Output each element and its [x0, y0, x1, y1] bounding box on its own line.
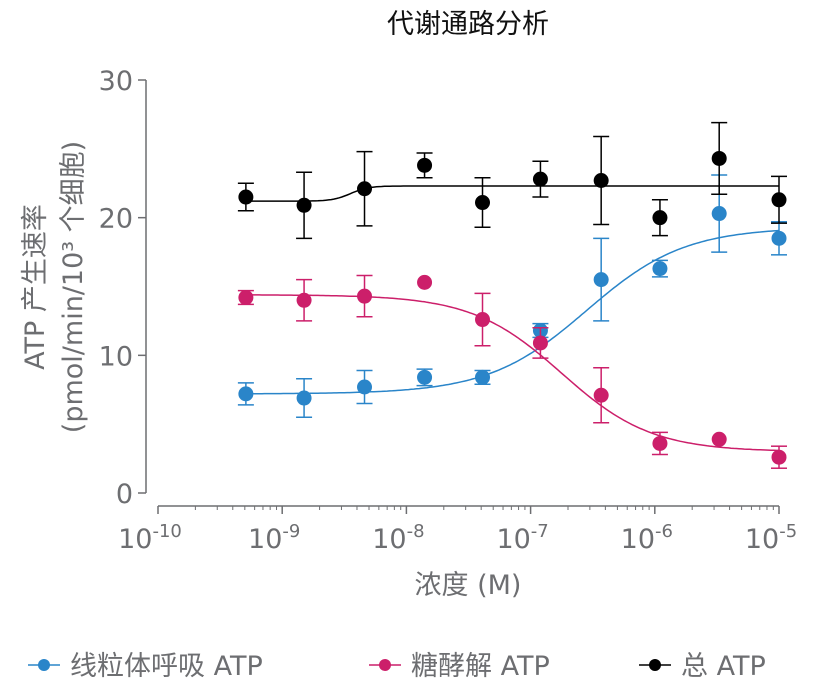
- data-point: [296, 292, 312, 308]
- data-point: [532, 335, 548, 351]
- data-point: [238, 189, 254, 205]
- y-axis-label: ATP 产生速率 (pmol/min/10³ 个细胞): [20, 141, 89, 433]
- data-point: [711, 431, 727, 447]
- data-point: [238, 386, 254, 402]
- data-point: [357, 288, 373, 304]
- legend-marker: [38, 659, 50, 671]
- data-point: [771, 449, 787, 465]
- data-point: [238, 290, 254, 306]
- fit-curve: [245, 229, 780, 395]
- legend-item-0: 线粒体呼吸 ATP: [28, 651, 263, 682]
- legend-item-1: 糖酵解 ATP: [369, 651, 550, 682]
- x-tick-label: 10-7: [496, 521, 548, 555]
- data-point: [475, 195, 491, 211]
- data-point: [593, 387, 609, 403]
- legend: 线粒体呼吸 ATP 糖酵解 ATP 总 ATP: [28, 651, 766, 682]
- x-tick-label: 10-5: [745, 521, 797, 555]
- series-0: [237, 174, 787, 419]
- fit-curve: [245, 185, 779, 202]
- data-point: [532, 171, 548, 187]
- y-axis-label-line-1: ATP 产生速率: [20, 204, 51, 370]
- data-point: [417, 274, 433, 290]
- y-tick-label: 30: [99, 66, 133, 97]
- data-point: [593, 272, 609, 288]
- fit-curve: [245, 294, 780, 452]
- chart-title: 代谢通路分析: [387, 9, 549, 40]
- data-point: [652, 261, 668, 277]
- legend-label: 糖酵解 ATP: [411, 651, 550, 682]
- data-point: [296, 197, 312, 213]
- x-tick-label: 10-10: [118, 521, 182, 555]
- data-point: [417, 157, 433, 173]
- y-tick-label: 0: [116, 479, 133, 510]
- data-point: [357, 379, 373, 395]
- data-point: [357, 181, 373, 197]
- data-point: [475, 312, 491, 328]
- data-point: [652, 435, 668, 451]
- y-tick-label: 20: [99, 204, 133, 235]
- data-point: [711, 150, 727, 166]
- axes: 0 10 20 30 10-10 10-9 10-8 10-7 10-6 10-5: [99, 66, 798, 555]
- series-2: [237, 121, 787, 240]
- y-tick-label: 10: [99, 341, 133, 372]
- data-point: [417, 369, 433, 385]
- data-point: [711, 206, 727, 222]
- legend-label: 总 ATP: [681, 651, 766, 682]
- data-point: [771, 192, 787, 208]
- data-point: [652, 210, 668, 226]
- data-point: [771, 230, 787, 246]
- series-1: [237, 274, 787, 469]
- plot-area: [237, 121, 787, 469]
- x-tick-label: 10-8: [372, 521, 424, 555]
- x-tick-label: 10-6: [621, 521, 673, 555]
- y-axis-label-line-2: (pmol/min/10³ 个细胞): [58, 141, 89, 433]
- x-tick-label: 10-9: [248, 521, 300, 555]
- legend-marker: [379, 659, 391, 671]
- data-point: [475, 369, 491, 385]
- data-point: [593, 172, 609, 188]
- x-axis-label: 浓度 (M): [415, 570, 522, 601]
- legend-label: 线粒体呼吸 ATP: [70, 651, 263, 682]
- legend-marker: [649, 659, 661, 671]
- data-point: [296, 390, 312, 406]
- legend-item-2: 总 ATP: [639, 651, 766, 682]
